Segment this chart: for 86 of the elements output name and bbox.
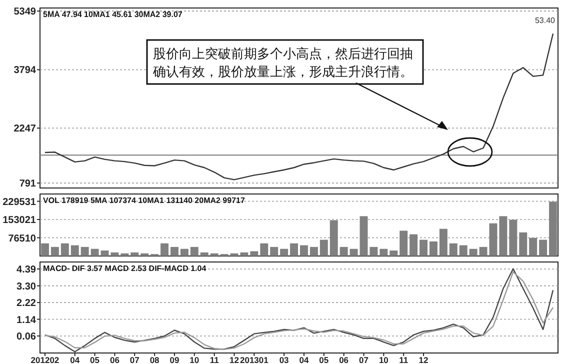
x-tick-label: 10 xyxy=(190,355,200,364)
bar xyxy=(330,220,338,256)
x-tick-label: 09 xyxy=(170,355,180,364)
bar xyxy=(370,246,378,256)
bar xyxy=(90,248,99,256)
bar xyxy=(479,246,488,256)
bar xyxy=(519,232,528,256)
bar xyxy=(270,246,278,256)
y-tick-label: 0.06 xyxy=(16,331,36,342)
chart-subtitle: VOL 178919 5MA 107374 10MA1 131140 20MA2 99717 xyxy=(43,196,246,205)
bar xyxy=(499,216,508,256)
x-tick-label: 10 xyxy=(378,355,389,364)
bar xyxy=(110,252,119,256)
y-tick-label: 3794 xyxy=(14,65,36,76)
annotation: 53.40 xyxy=(534,16,556,25)
bar xyxy=(420,240,428,256)
chart-subtitle: 5MA 47.94 10MA1 45.61 30MA2 39.07 xyxy=(43,10,183,19)
bar xyxy=(290,243,298,256)
bar xyxy=(509,220,518,256)
x-tick-label: 07 xyxy=(359,355,369,364)
bar xyxy=(310,246,318,256)
bar xyxy=(429,241,438,256)
y-tick-label: 2247 xyxy=(14,124,36,135)
bar xyxy=(170,246,178,256)
bar xyxy=(439,228,448,256)
chart-subtitle: MACD- DIF 3.57 MACD 2.53 DIF-MACD 1.04 xyxy=(43,264,207,273)
bar xyxy=(469,248,478,256)
bar xyxy=(60,243,69,256)
x-tick-label: 201301 xyxy=(240,355,269,364)
bar xyxy=(529,238,538,256)
bar xyxy=(260,243,268,256)
bar xyxy=(360,216,368,256)
y-tick-label: 153021 xyxy=(2,215,36,226)
y-tick-label: 1.14 xyxy=(16,314,36,326)
y-tick-label: 4.39 xyxy=(16,264,36,276)
x-tick-label: 03 xyxy=(279,355,290,364)
bar xyxy=(180,248,188,256)
x-tick-label: 06 xyxy=(339,355,349,364)
x-tick-label: 04 xyxy=(299,355,309,364)
bar xyxy=(250,251,258,256)
bar xyxy=(400,230,408,256)
bar xyxy=(300,245,308,256)
bar xyxy=(240,252,248,256)
x-tick-label: 11 xyxy=(399,355,408,364)
bar xyxy=(489,223,498,256)
bar xyxy=(100,250,109,256)
bar xyxy=(40,243,49,256)
bar xyxy=(320,240,328,256)
bar xyxy=(380,248,388,256)
bar xyxy=(200,252,208,256)
x-tick-label: 11 xyxy=(210,355,220,364)
y-tick-label: 791 xyxy=(19,178,36,190)
bar xyxy=(340,246,348,256)
x-tick-label: 06 xyxy=(110,355,120,364)
x-tick-label: 07 xyxy=(130,355,140,364)
bar xyxy=(80,246,89,256)
x-tick-label: 05 xyxy=(319,355,329,364)
bar xyxy=(210,253,218,256)
bar xyxy=(459,245,468,256)
bar xyxy=(140,253,149,256)
bar xyxy=(549,202,558,256)
bar xyxy=(190,246,198,256)
y-tick-label: 3.30 xyxy=(16,281,36,292)
bar xyxy=(120,253,129,256)
x-tick-label: 08 xyxy=(150,355,160,364)
y-tick-label: 5349 xyxy=(14,6,36,18)
x-tick-label: 12 xyxy=(230,355,240,364)
annotation: 股价向上突破前期多个小高点，然后进行回抽确认有效，股价放量上涨，形成主升浪行情。 xyxy=(152,46,413,79)
x-tick-label: 12 xyxy=(418,355,429,364)
bar xyxy=(410,234,418,256)
bar xyxy=(130,252,139,256)
x-tick-label: 201202 xyxy=(30,355,60,364)
bar xyxy=(449,243,458,256)
y-tick-label: 76510 xyxy=(8,233,36,244)
bar xyxy=(160,243,169,256)
bar xyxy=(70,245,79,256)
bar xyxy=(280,248,288,256)
bar xyxy=(539,240,548,256)
x-tick-label: 04 xyxy=(70,355,80,364)
y-tick-label: 229531 xyxy=(2,196,36,208)
bar xyxy=(390,250,398,256)
line-series xyxy=(44,33,554,180)
x-tick-label: 05 xyxy=(90,355,100,364)
bar xyxy=(350,248,358,256)
y-tick-label: 2.22 xyxy=(16,298,36,310)
bar xyxy=(50,246,59,256)
